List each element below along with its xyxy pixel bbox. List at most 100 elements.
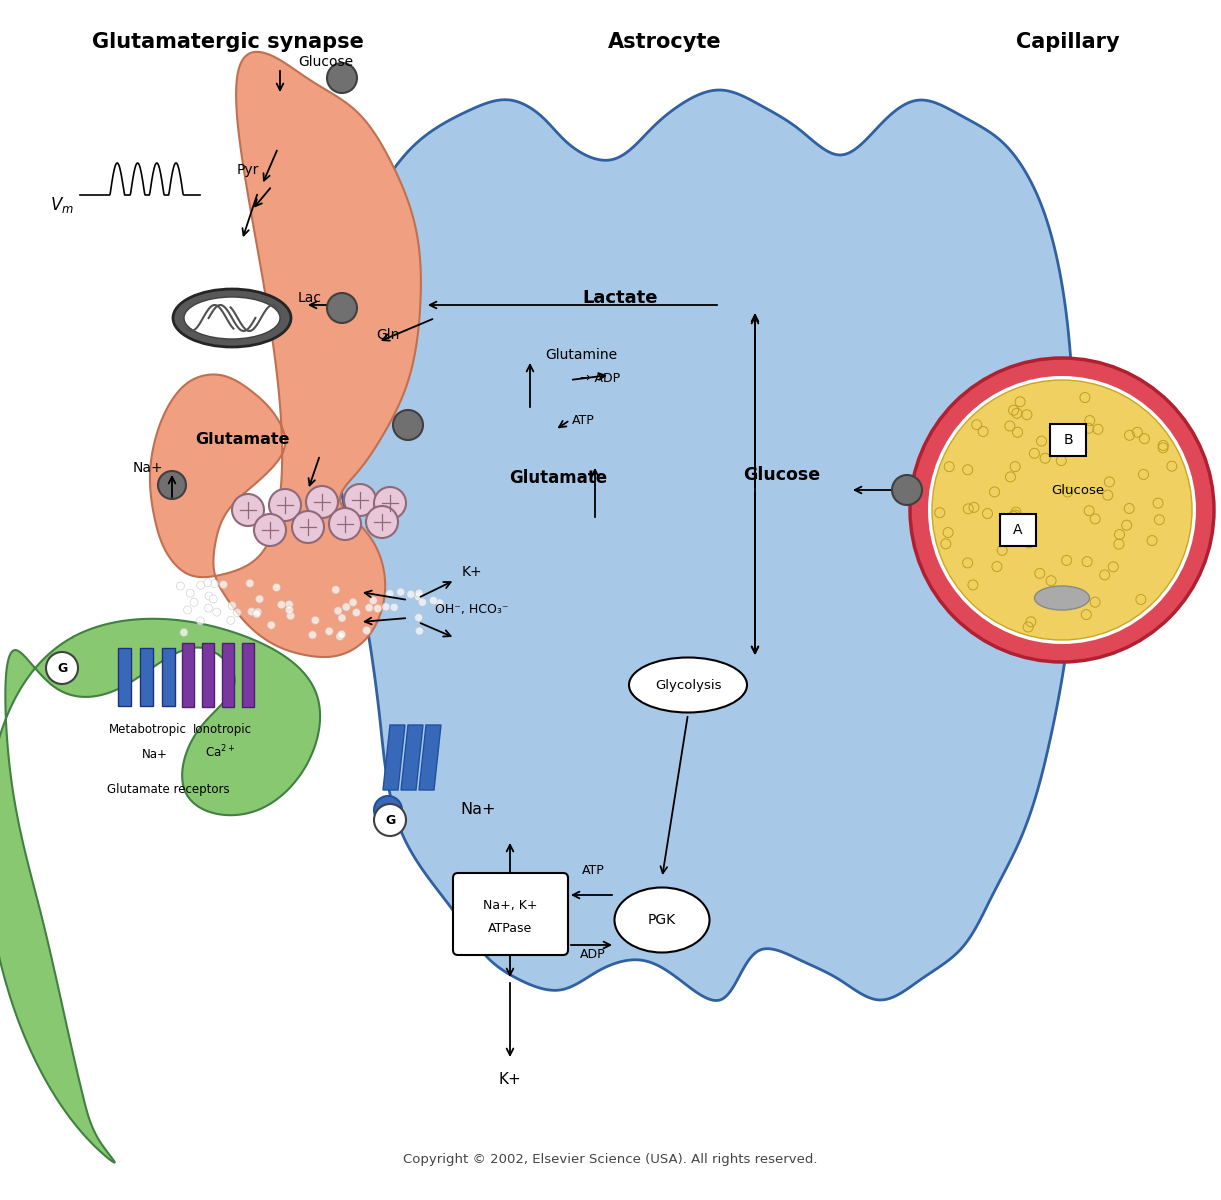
Polygon shape (150, 52, 421, 658)
Circle shape (338, 614, 346, 622)
Bar (162, 648, 175, 706)
Text: Lac: Lac (298, 290, 322, 305)
Circle shape (393, 410, 422, 440)
Circle shape (327, 62, 357, 92)
Text: Glutamate: Glutamate (195, 432, 291, 448)
Text: Na+: Na+ (133, 461, 164, 475)
Bar (140, 648, 153, 706)
Polygon shape (419, 725, 441, 790)
Circle shape (353, 608, 360, 617)
Circle shape (253, 610, 261, 618)
Circle shape (430, 596, 437, 605)
Text: Ionotropic: Ionotropic (193, 724, 252, 737)
Circle shape (220, 581, 227, 589)
Polygon shape (331, 90, 1074, 1001)
Text: Na+, K+: Na+, K+ (482, 900, 537, 912)
Circle shape (335, 607, 342, 614)
Circle shape (190, 599, 198, 606)
Circle shape (369, 596, 377, 605)
Text: $V_m$: $V_m$ (50, 194, 74, 215)
Circle shape (286, 606, 293, 614)
Circle shape (397, 588, 404, 596)
Circle shape (311, 617, 320, 624)
Circle shape (306, 486, 338, 518)
Circle shape (415, 593, 422, 601)
Text: ADP: ADP (580, 948, 606, 961)
Circle shape (419, 599, 426, 606)
Circle shape (928, 376, 1197, 644)
Circle shape (365, 604, 374, 612)
Text: Na+: Na+ (142, 749, 168, 762)
Circle shape (212, 608, 221, 616)
Text: Na+: Na+ (460, 803, 496, 817)
Text: Glutamatergic synapse: Glutamatergic synapse (92, 32, 364, 52)
Ellipse shape (173, 289, 291, 347)
Bar (1000, 514, 1035, 546)
Circle shape (204, 578, 211, 587)
Text: Gln: Gln (376, 328, 399, 342)
Polygon shape (0, 619, 320, 1163)
Circle shape (328, 508, 361, 540)
Text: Glutamate: Glutamate (509, 469, 607, 487)
Text: K+: K+ (462, 565, 482, 578)
Circle shape (363, 626, 371, 635)
Text: B: B (1063, 433, 1073, 446)
Text: Lactate: Lactate (582, 289, 658, 307)
Bar (118, 648, 131, 706)
Text: Astrocyte: Astrocyte (608, 32, 722, 52)
Circle shape (248, 607, 255, 616)
Text: Ca$^{2+}$: Ca$^{2+}$ (205, 744, 236, 761)
Ellipse shape (629, 658, 747, 713)
Circle shape (228, 601, 236, 610)
Text: A: A (1013, 523, 1023, 538)
Circle shape (407, 590, 415, 599)
Text: Glucose: Glucose (298, 55, 353, 68)
FancyBboxPatch shape (453, 874, 568, 955)
Text: PGK: PGK (648, 913, 676, 926)
Text: ATP: ATP (581, 864, 604, 876)
Circle shape (366, 506, 398, 538)
Circle shape (338, 630, 346, 638)
Bar (222, 643, 234, 707)
Circle shape (374, 605, 382, 612)
Circle shape (332, 586, 339, 594)
Circle shape (415, 589, 424, 598)
Circle shape (197, 617, 204, 625)
Circle shape (391, 604, 398, 611)
Bar (182, 643, 194, 707)
Circle shape (204, 604, 212, 612)
Circle shape (287, 612, 294, 619)
Text: G: G (385, 814, 396, 827)
Circle shape (374, 804, 407, 836)
Circle shape (158, 470, 186, 499)
Text: Copyright © 2002, Elsevier Science (USA). All rights reserved.: Copyright © 2002, Elsevier Science (USA)… (403, 1153, 817, 1166)
Circle shape (342, 602, 350, 611)
Bar (1050, 424, 1085, 456)
Text: ATP: ATP (571, 414, 595, 426)
Circle shape (910, 358, 1214, 662)
Circle shape (245, 580, 254, 587)
Polygon shape (383, 725, 405, 790)
Circle shape (209, 595, 217, 604)
Circle shape (233, 608, 241, 617)
Circle shape (349, 599, 357, 606)
Bar (242, 643, 254, 707)
Circle shape (210, 580, 219, 588)
Circle shape (374, 796, 402, 824)
Circle shape (46, 652, 78, 684)
Circle shape (227, 617, 234, 624)
Circle shape (292, 511, 324, 542)
Circle shape (179, 629, 188, 636)
Circle shape (254, 514, 286, 546)
Bar (201, 643, 214, 707)
Text: OH⁻, HCO₃⁻: OH⁻, HCO₃⁻ (435, 604, 509, 617)
Text: Pyr: Pyr (237, 163, 259, 176)
Circle shape (893, 475, 922, 505)
Circle shape (415, 613, 422, 622)
Circle shape (254, 608, 261, 616)
Text: K+: K+ (498, 1073, 521, 1087)
Circle shape (932, 380, 1192, 640)
Circle shape (183, 606, 192, 614)
Circle shape (327, 293, 357, 323)
Circle shape (309, 631, 316, 638)
